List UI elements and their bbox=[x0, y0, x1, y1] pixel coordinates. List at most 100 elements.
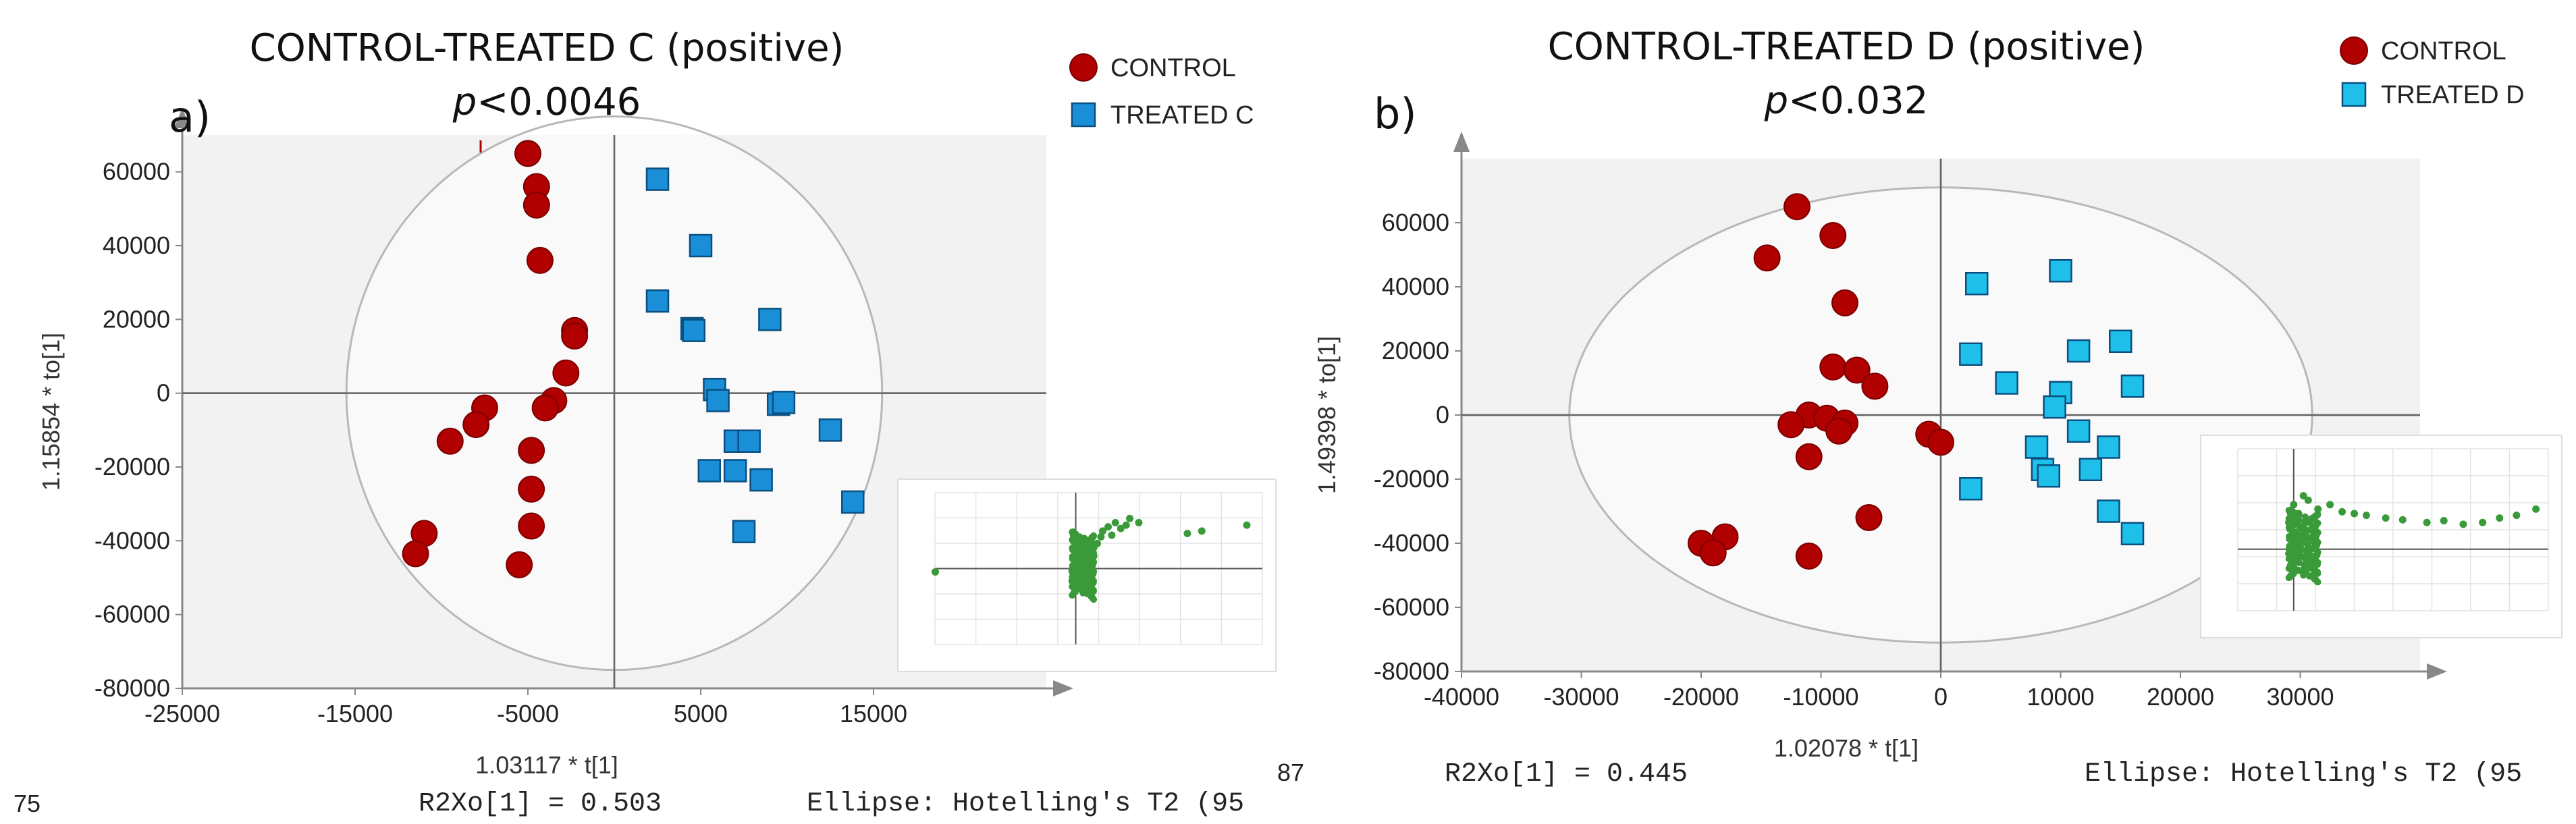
p-symbol: p bbox=[452, 80, 477, 124]
point-control bbox=[514, 140, 541, 167]
inset-point bbox=[2301, 513, 2309, 520]
point-control bbox=[1783, 193, 1810, 221]
point-control bbox=[518, 512, 545, 540]
x-tick-label: 10000 bbox=[2027, 683, 2094, 711]
r2xo-text: R2Xo[1] = 0.445 bbox=[1445, 759, 1688, 790]
point-control bbox=[1927, 429, 1954, 456]
inset-point bbox=[2299, 537, 2306, 545]
y-tick-label: 0 bbox=[1436, 401, 1449, 429]
inset-point bbox=[2285, 549, 2293, 557]
panel-label: b) bbox=[1374, 89, 1417, 138]
point-control bbox=[561, 322, 589, 350]
point-treated-c bbox=[749, 468, 773, 492]
inset-point bbox=[2290, 501, 2298, 509]
point-treated-d bbox=[1995, 371, 2018, 395]
inset-point bbox=[2459, 520, 2467, 528]
point-control bbox=[402, 540, 429, 568]
x-tick-label: -30000 bbox=[1543, 683, 1619, 711]
y-tick-label: 40000 bbox=[103, 231, 170, 259]
point-treated-c bbox=[818, 418, 842, 442]
legend-marker-treated bbox=[2341, 82, 2367, 107]
y-tick-label: 0 bbox=[157, 379, 170, 407]
y-axis-label: 1.15854 * to[1] bbox=[37, 333, 65, 491]
x-axis-label: 1.03117 * t[1] bbox=[475, 751, 618, 779]
y-tick-label: -40000 bbox=[1374, 529, 1449, 557]
point-control bbox=[518, 475, 545, 503]
inset-point bbox=[2306, 557, 2313, 565]
x-tick-label: 15000 bbox=[840, 700, 907, 727]
x-tick-label: -40000 bbox=[1424, 683, 1499, 711]
point-treated-d bbox=[2024, 435, 2049, 459]
inset-point bbox=[2292, 539, 2300, 547]
inset-point bbox=[2295, 554, 2303, 562]
y-tick-label: -80000 bbox=[95, 674, 170, 702]
inset-point bbox=[2295, 517, 2303, 524]
point-treated-d bbox=[2066, 339, 2091, 363]
point-treated-d bbox=[2066, 419, 2091, 443]
inset-point bbox=[2496, 514, 2504, 522]
x-tick-label: 30000 bbox=[2266, 683, 2334, 711]
inset-point bbox=[2290, 563, 2298, 571]
y-axis-arrow bbox=[1453, 132, 1470, 152]
inset-point bbox=[2351, 510, 2358, 518]
x-tick-label: -10000 bbox=[1783, 683, 1858, 711]
inset-point bbox=[931, 568, 939, 576]
inset-point bbox=[2304, 496, 2312, 504]
point-treated-c bbox=[758, 308, 782, 331]
point-control bbox=[522, 191, 550, 219]
x-tick-label: -15000 bbox=[317, 700, 393, 727]
point-treated-c bbox=[645, 167, 670, 191]
inset-point bbox=[2297, 545, 2305, 552]
inset-point bbox=[1090, 544, 1098, 552]
inset-point bbox=[1111, 518, 1119, 526]
point-treated-c bbox=[682, 319, 706, 342]
inset-point bbox=[2312, 576, 2319, 583]
chart-title: CONTROL-TREATED D (positive) bbox=[1548, 25, 2145, 69]
legend-marker-treated bbox=[1071, 102, 1096, 128]
y-tick-label: -20000 bbox=[1374, 465, 1449, 493]
point-treated-d bbox=[2097, 499, 2120, 523]
x-tick-label: -20000 bbox=[1663, 683, 1739, 711]
inset-point bbox=[1122, 521, 1130, 529]
y-tick-label: 60000 bbox=[1382, 209, 1449, 236]
panel-b: -80000 -60000 -40000 -20000 0 20000 40000 60000… bbox=[1277, 25, 2562, 790]
inset-point bbox=[2295, 510, 2303, 518]
point-control bbox=[518, 437, 545, 464]
inset-frame bbox=[2200, 435, 2562, 638]
point-treated-d bbox=[2120, 522, 2145, 545]
x-tick-label: 0 bbox=[1934, 683, 1948, 711]
inset-point bbox=[2309, 514, 2317, 522]
inset-point bbox=[2311, 568, 2319, 576]
edge-number: 75 bbox=[14, 790, 41, 817]
point-control bbox=[1819, 353, 1847, 381]
inset-point bbox=[2362, 512, 2370, 520]
inset-point bbox=[1126, 514, 1134, 522]
x-tick-label: -25000 bbox=[144, 700, 220, 727]
inset-point bbox=[1097, 532, 1105, 541]
p-threshold: <0.032 bbox=[1788, 79, 1928, 123]
x-axis-label: 1.02078 * t[1] bbox=[1774, 734, 1918, 762]
legend: CONTROL TREATED C bbox=[1069, 53, 1254, 130]
inset-point bbox=[2308, 525, 2315, 532]
y-tick-label: 20000 bbox=[1382, 337, 1449, 364]
inset-point bbox=[2382, 514, 2390, 522]
point-control bbox=[1855, 504, 1883, 531]
y-tick-label: 60000 bbox=[103, 158, 170, 186]
y-tick-label: -80000 bbox=[1374, 657, 1449, 685]
p-threshold: <0.0046 bbox=[477, 80, 641, 124]
point-treated-d bbox=[2043, 395, 2066, 419]
inset-point bbox=[2513, 512, 2521, 520]
point-treated-d bbox=[1959, 477, 1983, 501]
point-control bbox=[1795, 543, 1823, 570]
inset-point bbox=[1077, 560, 1085, 568]
inset-point bbox=[2299, 492, 2307, 500]
point-treated-d bbox=[2120, 375, 2145, 398]
point-treated-d bbox=[2109, 329, 2132, 353]
inset-point bbox=[2440, 517, 2448, 525]
point-treated-d bbox=[1965, 272, 1989, 296]
edge-number: 87 bbox=[1277, 759, 1304, 786]
inset-point bbox=[1068, 577, 1076, 585]
inset-point bbox=[1183, 530, 1191, 538]
inset-point bbox=[2305, 550, 2313, 557]
